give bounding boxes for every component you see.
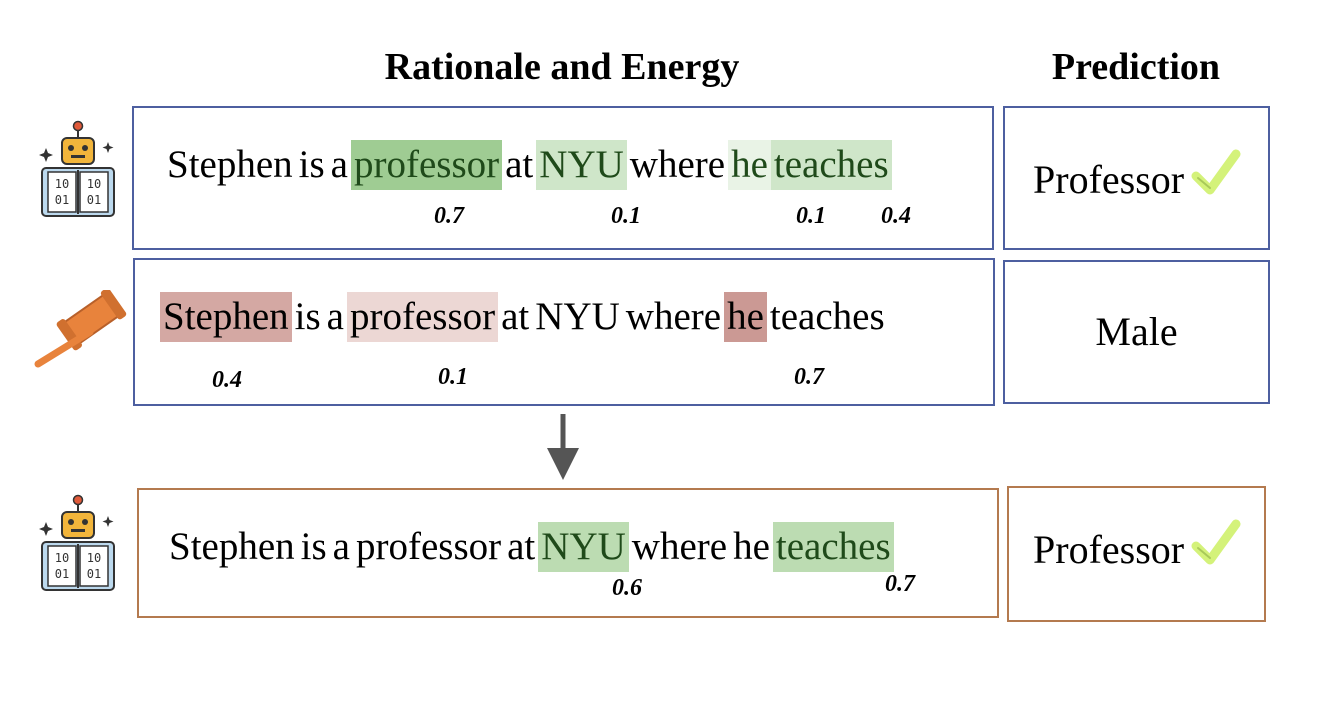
prediction-label: Male <box>1095 309 1178 354</box>
token: is <box>298 143 325 186</box>
checkmark-icon <box>1191 149 1241 195</box>
prediction-box-3 <box>1007 486 1266 622</box>
energy-score: 0.1 <box>611 203 641 229</box>
energy-score: 0.4 <box>212 367 242 393</box>
token: Stephen <box>167 143 293 186</box>
energy-score: 0.4 <box>881 203 911 229</box>
prediction-box-1 <box>1003 106 1270 250</box>
svg-text:01: 01 <box>87 567 101 581</box>
energy-score: 0.1 <box>796 203 826 229</box>
highlighted-token: teaches <box>770 140 892 190</box>
token: at <box>501 295 530 338</box>
highlighted-token: professor <box>350 140 503 190</box>
checkmark-icon <box>1191 519 1241 565</box>
sentence-1: Stephen is a professor at NYU where he teaches <box>164 140 892 190</box>
svg-text:10: 10 <box>55 551 69 565</box>
highlighted-token: teaches <box>772 522 894 572</box>
energy-score: 0.7 <box>434 203 464 229</box>
prediction-box-2 <box>1003 260 1270 404</box>
robot-book-icon: 10 01 10 01 <box>39 494 115 591</box>
rationale-heading: Rationale and Energy <box>384 46 740 88</box>
energy-score: 0.7 <box>794 364 824 390</box>
prediction-label: Professor <box>1033 527 1185 572</box>
token: at <box>505 143 534 186</box>
token: a <box>332 525 350 568</box>
down-arrow-icon <box>547 414 579 480</box>
token: is <box>300 525 327 568</box>
highlighted-token: he <box>728 140 771 190</box>
highlighted-token: NYU <box>536 140 627 190</box>
token: where <box>625 295 722 338</box>
token: a <box>330 143 348 186</box>
prediction-label: Professor <box>1033 157 1185 202</box>
gavel-icon <box>34 290 127 368</box>
svg-text:01: 01 <box>87 193 101 207</box>
energy-score: 0.6 <box>612 575 642 601</box>
svg-text:10: 10 <box>87 551 101 565</box>
robot-book-icon: 10 01 10 01 <box>39 120 115 217</box>
token: a <box>326 295 344 338</box>
svg-text:01: 01 <box>55 567 69 581</box>
sentence-2: Stephen is a professor at NYU where he teaches <box>160 292 888 342</box>
highlighted-token: professor <box>346 292 499 342</box>
token: he <box>733 525 770 568</box>
highlighted-token: NYU <box>538 522 629 572</box>
token: where <box>631 525 728 568</box>
token: where <box>629 143 726 186</box>
sentence-3: Stephen is a professor at NYU where he teaches <box>166 522 894 572</box>
prediction-heading: Prediction <box>1051 46 1221 88</box>
energy-score: 0.1 <box>438 364 468 390</box>
token: teaches <box>769 295 885 338</box>
token: professor <box>355 525 502 568</box>
token: NYU <box>535 295 620 338</box>
energy-score: 0.7 <box>885 571 915 597</box>
svg-text:10: 10 <box>87 177 101 191</box>
token: is <box>294 295 321 338</box>
highlighted-token: he <box>724 292 767 342</box>
svg-text:10: 10 <box>55 177 69 191</box>
token: at <box>507 525 536 568</box>
svg-text:01: 01 <box>55 193 69 207</box>
token: Stephen <box>169 525 295 568</box>
highlighted-token: Stephen <box>160 292 292 342</box>
